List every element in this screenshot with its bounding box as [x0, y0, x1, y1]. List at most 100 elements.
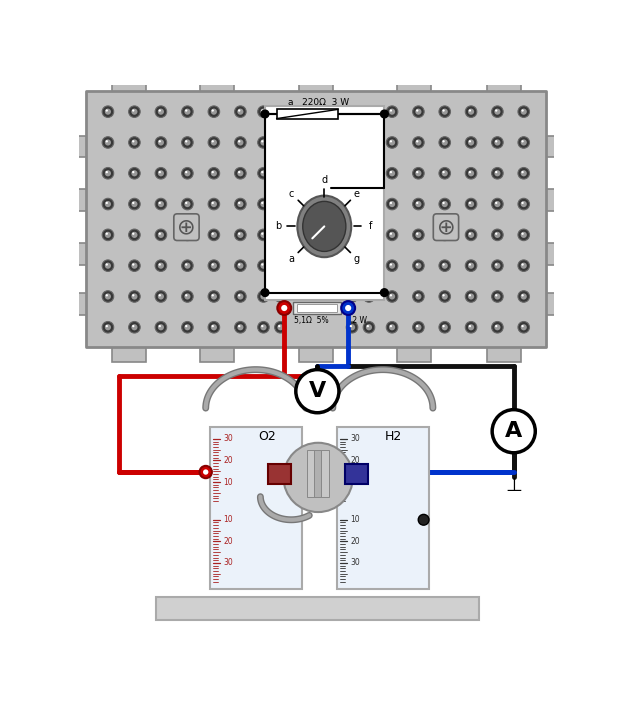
Circle shape: [181, 291, 193, 302]
Circle shape: [258, 229, 269, 241]
Circle shape: [442, 109, 448, 115]
Circle shape: [350, 325, 352, 328]
Circle shape: [465, 198, 477, 210]
Bar: [314, 450, 322, 496]
Text: 20: 20: [223, 537, 233, 546]
Circle shape: [418, 515, 429, 525]
Circle shape: [439, 321, 450, 333]
Circle shape: [346, 137, 358, 148]
Circle shape: [468, 201, 474, 207]
Circle shape: [349, 109, 355, 115]
Bar: [201, 345, 234, 362]
Circle shape: [106, 294, 108, 297]
Circle shape: [389, 294, 395, 299]
Text: a: a: [289, 254, 295, 264]
Circle shape: [258, 291, 269, 302]
Bar: [545, 136, 560, 157]
Circle shape: [442, 232, 445, 235]
Bar: [307, 450, 315, 496]
Circle shape: [518, 106, 529, 117]
Circle shape: [413, 229, 424, 241]
Circle shape: [521, 232, 527, 238]
Circle shape: [386, 137, 398, 148]
Circle shape: [468, 324, 474, 330]
Bar: [268, 465, 291, 484]
Bar: [297, 304, 337, 312]
Circle shape: [238, 232, 244, 238]
Circle shape: [261, 109, 263, 112]
Circle shape: [518, 198, 529, 210]
Circle shape: [415, 170, 421, 176]
Circle shape: [234, 198, 246, 210]
Bar: [73, 136, 88, 157]
Circle shape: [350, 140, 352, 143]
Text: ⊕: ⊕: [437, 217, 455, 237]
Bar: [73, 294, 88, 315]
Circle shape: [238, 171, 241, 173]
Circle shape: [212, 232, 214, 235]
Circle shape: [105, 109, 111, 115]
Bar: [276, 109, 338, 119]
Circle shape: [181, 198, 193, 210]
Circle shape: [386, 291, 398, 302]
Circle shape: [185, 294, 188, 297]
Circle shape: [521, 294, 527, 299]
Circle shape: [208, 260, 220, 271]
Circle shape: [494, 170, 500, 176]
Circle shape: [439, 106, 450, 117]
Bar: [210, 427, 302, 589]
Circle shape: [415, 139, 421, 145]
Circle shape: [521, 263, 527, 269]
Circle shape: [346, 291, 358, 302]
Circle shape: [469, 109, 471, 112]
Circle shape: [413, 291, 424, 302]
Circle shape: [131, 109, 138, 115]
Circle shape: [260, 170, 267, 176]
Circle shape: [390, 171, 392, 173]
Circle shape: [389, 324, 395, 330]
Circle shape: [158, 324, 164, 330]
Circle shape: [465, 291, 477, 302]
Circle shape: [185, 171, 188, 173]
Circle shape: [469, 294, 471, 297]
Bar: [201, 76, 234, 92]
Circle shape: [258, 106, 269, 117]
Circle shape: [106, 140, 108, 143]
Circle shape: [155, 198, 167, 210]
Circle shape: [208, 229, 220, 241]
Circle shape: [258, 198, 269, 210]
Circle shape: [390, 202, 392, 204]
Circle shape: [390, 294, 392, 297]
Circle shape: [211, 201, 217, 207]
Circle shape: [158, 294, 164, 299]
Circle shape: [389, 109, 395, 115]
Circle shape: [159, 294, 161, 297]
Circle shape: [345, 305, 351, 311]
Circle shape: [366, 232, 369, 235]
Circle shape: [413, 137, 424, 148]
Circle shape: [386, 260, 398, 271]
Circle shape: [212, 140, 214, 143]
Circle shape: [366, 294, 372, 299]
Circle shape: [494, 294, 500, 299]
Text: O2: O2: [258, 430, 276, 443]
Circle shape: [105, 201, 111, 207]
Circle shape: [521, 139, 527, 145]
Circle shape: [349, 263, 355, 269]
Circle shape: [469, 232, 471, 235]
Circle shape: [366, 201, 372, 207]
Text: 20: 20: [223, 456, 233, 465]
Circle shape: [386, 167, 398, 179]
Circle shape: [363, 291, 375, 302]
Circle shape: [350, 294, 352, 297]
Circle shape: [260, 294, 267, 299]
Circle shape: [275, 229, 286, 241]
Circle shape: [128, 137, 140, 148]
Circle shape: [518, 137, 529, 148]
Circle shape: [277, 324, 283, 330]
Circle shape: [494, 263, 500, 269]
Circle shape: [281, 305, 288, 311]
Circle shape: [208, 106, 220, 117]
Circle shape: [277, 263, 283, 269]
Bar: [545, 189, 560, 211]
